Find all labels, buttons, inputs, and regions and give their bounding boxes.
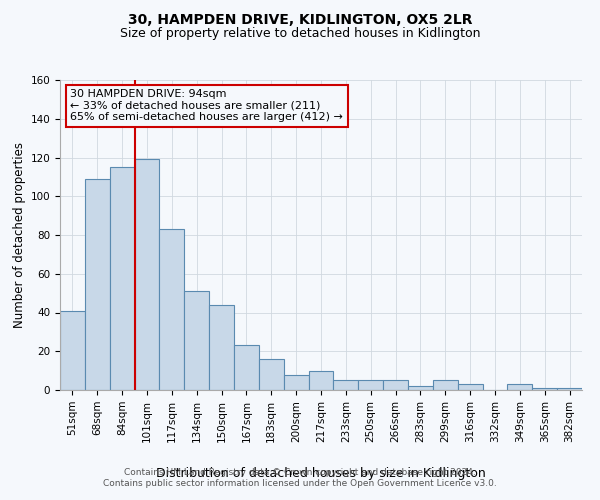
Bar <box>160 229 184 390</box>
Bar <box>110 167 134 390</box>
Bar <box>308 370 334 390</box>
Bar <box>383 380 408 390</box>
Bar <box>259 359 284 390</box>
Bar <box>209 304 234 390</box>
Text: Distribution of detached houses by size in Kidlington: Distribution of detached houses by size … <box>156 468 486 480</box>
Bar <box>458 384 482 390</box>
Bar <box>408 386 433 390</box>
Bar <box>433 380 458 390</box>
Text: 30 HAMPDEN DRIVE: 94sqm
← 33% of detached houses are smaller (211)
65% of semi-d: 30 HAMPDEN DRIVE: 94sqm ← 33% of detache… <box>70 90 343 122</box>
Bar <box>284 374 308 390</box>
Bar <box>334 380 358 390</box>
Bar <box>234 346 259 390</box>
Bar <box>184 291 209 390</box>
Bar <box>134 160 160 390</box>
Bar <box>557 388 582 390</box>
Text: Size of property relative to detached houses in Kidlington: Size of property relative to detached ho… <box>120 28 480 40</box>
Text: 30, HAMPDEN DRIVE, KIDLINGTON, OX5 2LR: 30, HAMPDEN DRIVE, KIDLINGTON, OX5 2LR <box>128 12 472 26</box>
Text: Contains HM Land Registry data © Crown copyright and database right 2024.
Contai: Contains HM Land Registry data © Crown c… <box>103 468 497 487</box>
Bar <box>60 310 85 390</box>
Bar <box>532 388 557 390</box>
Y-axis label: Number of detached properties: Number of detached properties <box>13 142 26 328</box>
Bar <box>85 179 110 390</box>
Bar <box>508 384 532 390</box>
Bar <box>358 380 383 390</box>
